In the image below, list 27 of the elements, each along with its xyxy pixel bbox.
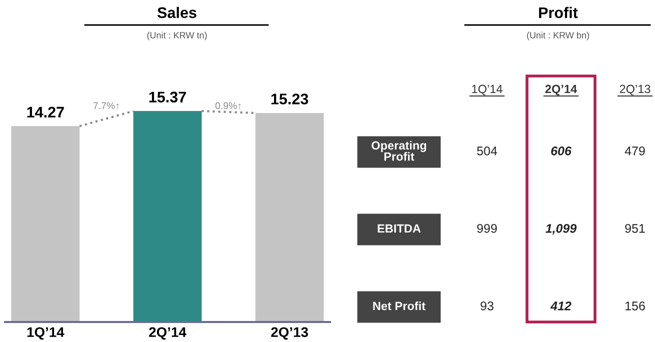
text: 156: [626, 302, 645, 310]
data-label: 15.23: [271, 94, 308, 104]
category-label: Operating Profit: [372, 140, 426, 161]
data-label: 14.27: [27, 106, 64, 118]
category-label: 2Q’13: [620, 84, 650, 96]
text: 951: [625, 224, 645, 233]
x-tick-label: 2Q’14: [149, 327, 186, 340]
x-tick-label: 1Q’14: [27, 327, 64, 340]
text: 7.7%↑: [93, 102, 119, 110]
text: 504: [477, 146, 498, 156]
text: 0.9%↑: [215, 102, 241, 110]
text: 479: [624, 146, 645, 156]
text: 93: [480, 302, 494, 310]
text: 1,099: [546, 224, 577, 235]
text: 999: [477, 224, 497, 233]
data-label: 15.37: [149, 92, 186, 103]
chart-title: Sales: [157, 6, 196, 18]
text: 412: [550, 302, 572, 310]
category-label: Net Profit: [373, 301, 426, 310]
text: (Unit : KRW bn): [527, 32, 589, 40]
text: 606: [551, 146, 572, 156]
category-label: 1Q’14: [472, 84, 502, 96]
chart-subtitle: (Unit : KRW tn): [147, 32, 207, 40]
category-label: 2Q’14: [545, 84, 578, 96]
text: Profit: [539, 6, 578, 18]
x-tick-label: 2Q’13: [271, 327, 308, 340]
category-label: EBITDA: [378, 224, 421, 233]
